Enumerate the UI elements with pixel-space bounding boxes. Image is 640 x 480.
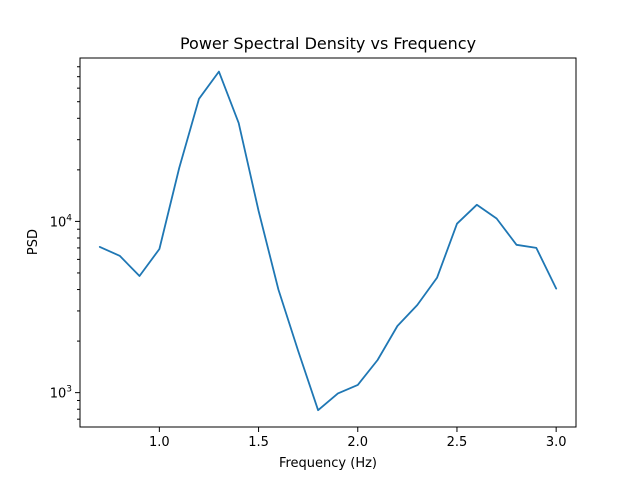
- y-tick-label-0: 103: [50, 385, 72, 402]
- x-axis-label: Frequency (Hz): [279, 456, 377, 471]
- series-layer: [98, 70, 558, 412]
- x-tick-label-0: 1.0: [149, 435, 170, 450]
- tick-layer: 1.0 1.5 2.0 2.5 3.0 103 104: [50, 66, 567, 450]
- y-axis-label: PSD: [26, 229, 41, 255]
- chart-title: Power Spectral Density vs Frequency: [180, 34, 476, 53]
- x-tick-label-3: 2.5: [447, 435, 468, 450]
- x-tick-label-2: 2.0: [347, 435, 368, 450]
- x-tick-label-4: 3.0: [546, 435, 567, 450]
- plot-frame: [79, 57, 577, 428]
- series-line-0: [98, 70, 558, 412]
- x-tick-label-1: 1.5: [248, 435, 269, 450]
- y-tick-label-1: 104: [50, 213, 73, 230]
